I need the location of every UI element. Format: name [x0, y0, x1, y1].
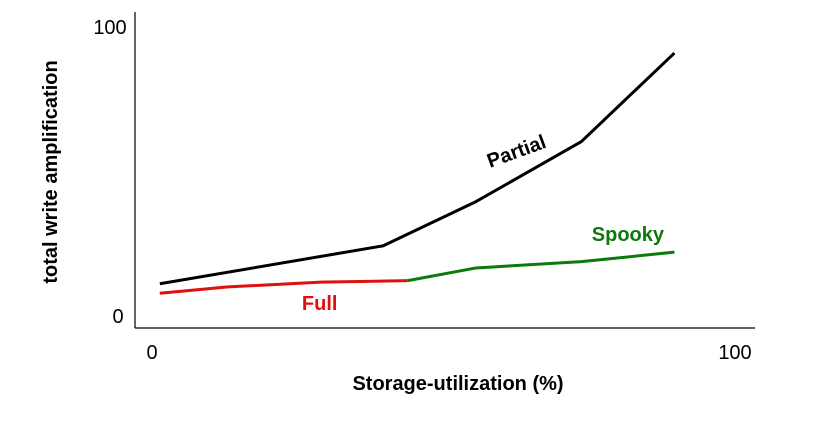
y-axis-title: total write amplification [40, 60, 62, 283]
partial-series-line [159, 51, 676, 286]
full-series-label: Full [302, 293, 338, 315]
x-tick-label-right: 100 [718, 342, 751, 364]
x-axis-title: Storage-utilization (%) [352, 373, 563, 395]
y-tick-label-top: 100 [93, 17, 126, 39]
y-tick-label-bottom: 0 [112, 306, 123, 328]
spooky-series-label: Spooky [592, 224, 665, 246]
x-tick-label-left: 0 [146, 342, 157, 364]
full-series-line [159, 279, 408, 295]
spooky-series-line [407, 250, 675, 283]
